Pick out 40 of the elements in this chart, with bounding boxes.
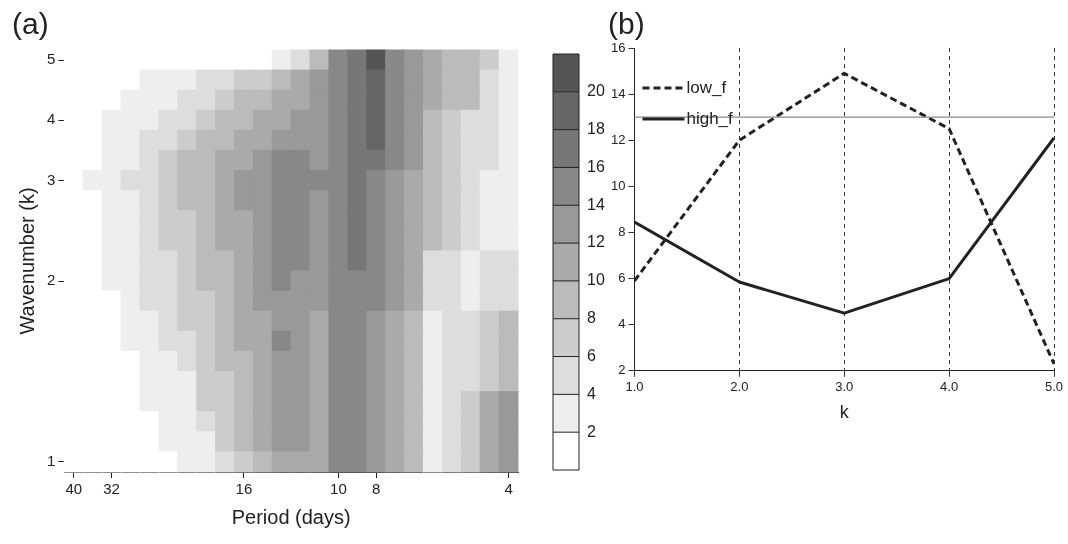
y-tick-label: 2 <box>618 362 626 378</box>
y-tick-label: 1 <box>47 452 56 470</box>
y-tick-label: 16 <box>610 39 626 55</box>
color-bar-label: 2 <box>587 422 596 440</box>
chart-title: (a) <box>12 7 49 41</box>
x-tick-label: 5.0 <box>1044 379 1064 395</box>
color-bar-label: 16 <box>587 157 605 175</box>
x-tick-label: 40 <box>65 480 83 498</box>
legend-label: low_f <box>686 77 727 97</box>
y-tick-label: 10 <box>610 177 626 193</box>
y-tick-label: 14 <box>610 85 626 101</box>
legend-label: high_f <box>686 108 734 128</box>
x-tick-label: 4.0 <box>940 379 959 395</box>
x-tick-label: 16 <box>235 480 253 498</box>
y-tick-label: 8 <box>618 224 626 240</box>
y-axis-title: Wavenumber (k) <box>15 187 38 335</box>
x-tick-label: 8 <box>372 480 381 498</box>
color-bar-label: 18 <box>587 120 605 138</box>
y-tick-label: 3 <box>47 170 56 188</box>
x-tick-label: 3.0 <box>835 379 854 395</box>
y-tick-label: 2 <box>47 271 56 289</box>
y-tick-label: 4 <box>47 110 56 128</box>
x-tick-label: 4 <box>504 480 513 498</box>
x-tick-label: 2.0 <box>730 379 749 395</box>
x-axis-title: k <box>839 402 850 423</box>
y-tick-label: 5 <box>47 50 56 68</box>
y-tick-label: 4 <box>618 316 626 332</box>
y-tick-label: 12 <box>610 131 626 147</box>
color-bar-label: 8 <box>587 309 596 327</box>
color-bar-label: 14 <box>587 195 605 213</box>
y-tick-label: 6 <box>618 270 626 286</box>
x-tick-label: 32 <box>103 480 120 498</box>
x-tick-label: 10 <box>330 480 347 498</box>
color-bar-label: 12 <box>587 233 605 251</box>
chart-title: (b) <box>608 7 645 41</box>
x-tick-label: 1.0 <box>625 379 644 395</box>
color-bar-label: 20 <box>587 82 605 100</box>
x-axis-title: Period (days) <box>231 505 351 528</box>
color-bar-label: 10 <box>587 271 605 289</box>
color-bar-label: 6 <box>587 346 596 364</box>
